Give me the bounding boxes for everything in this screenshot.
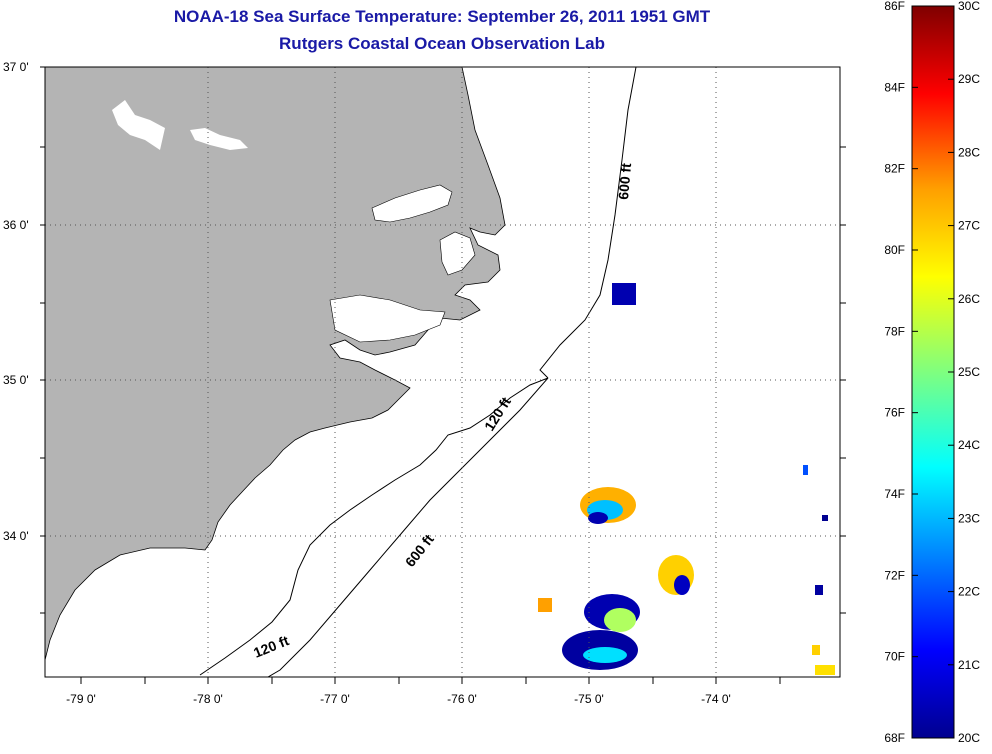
colorbar-c-label: 29C	[958, 72, 980, 86]
colorbar-c-label: 28C	[958, 145, 980, 159]
colorbar-c-label: 20C	[958, 731, 980, 745]
lat-label: 36 0'	[3, 218, 29, 232]
colorbar-c-label: 30C	[958, 0, 980, 13]
sound	[329, 294, 446, 343]
colorbar-c-label: 26C	[958, 292, 980, 306]
colorbar-f-label: 76F	[884, 406, 905, 420]
colorbar-f-label: 70F	[884, 650, 905, 664]
colorbar-f-label: 86F	[884, 0, 905, 13]
lake	[190, 128, 248, 150]
map-frame	[44, 66, 841, 678]
contour-600ft-north	[539, 67, 637, 379]
colorbar-c-label: 25C	[958, 365, 980, 379]
colorbar	[911, 5, 955, 739]
ticks	[40, 66, 846, 684]
colorbar-f-label: 84F	[884, 80, 905, 94]
lat-label: 35 0'	[3, 373, 29, 387]
lon-label: -79 0'	[66, 692, 96, 706]
lon-label: -77 0'	[320, 692, 350, 706]
colorbar-f-label: 74F	[884, 487, 905, 501]
lat-label: 37 0'	[3, 60, 29, 74]
contour-label: 600 ft	[615, 162, 634, 200]
sound	[371, 184, 453, 223]
colorbar-f-label: 82F	[884, 162, 905, 176]
colorbar-c-label: 22C	[958, 585, 980, 599]
chart-title: NOAA-18 Sea Surface Temperature: Septemb…	[173, 7, 711, 26]
colorbar-f-label: 72F	[884, 568, 905, 582]
colorbar-labels: 86F 84F 82F 80F 78F 76F 74F 72F 70F 68F 30C 29C 28C 2…	[884, 0, 980, 745]
colorbar-f-label: 80F	[884, 243, 905, 257]
contour-120ft	[199, 377, 549, 676]
sound	[439, 231, 476, 276]
chart-subtitle: Rutgers Coastal Ocean Observation Lab	[279, 34, 605, 53]
lon-label: -76 0'	[447, 692, 477, 706]
lat-label: 34 0'	[3, 529, 29, 543]
colorbar-f-label: 68F	[884, 731, 905, 745]
colorbar-c-label: 21C	[958, 658, 980, 672]
lon-label: -78 0'	[193, 692, 223, 706]
contour-600ft-south	[267, 377, 549, 677]
colorbar-f-label: 78F	[884, 324, 905, 338]
sst-patches	[538, 283, 835, 675]
colorbar-c-label: 23C	[958, 511, 980, 525]
lon-label: -74 0'	[701, 692, 731, 706]
colorbar-c-label: 24C	[958, 438, 980, 452]
lake	[112, 100, 165, 150]
lon-label: -75 0'	[574, 692, 604, 706]
graticule	[45, 67, 840, 677]
colorbar-c-label: 27C	[958, 219, 980, 233]
